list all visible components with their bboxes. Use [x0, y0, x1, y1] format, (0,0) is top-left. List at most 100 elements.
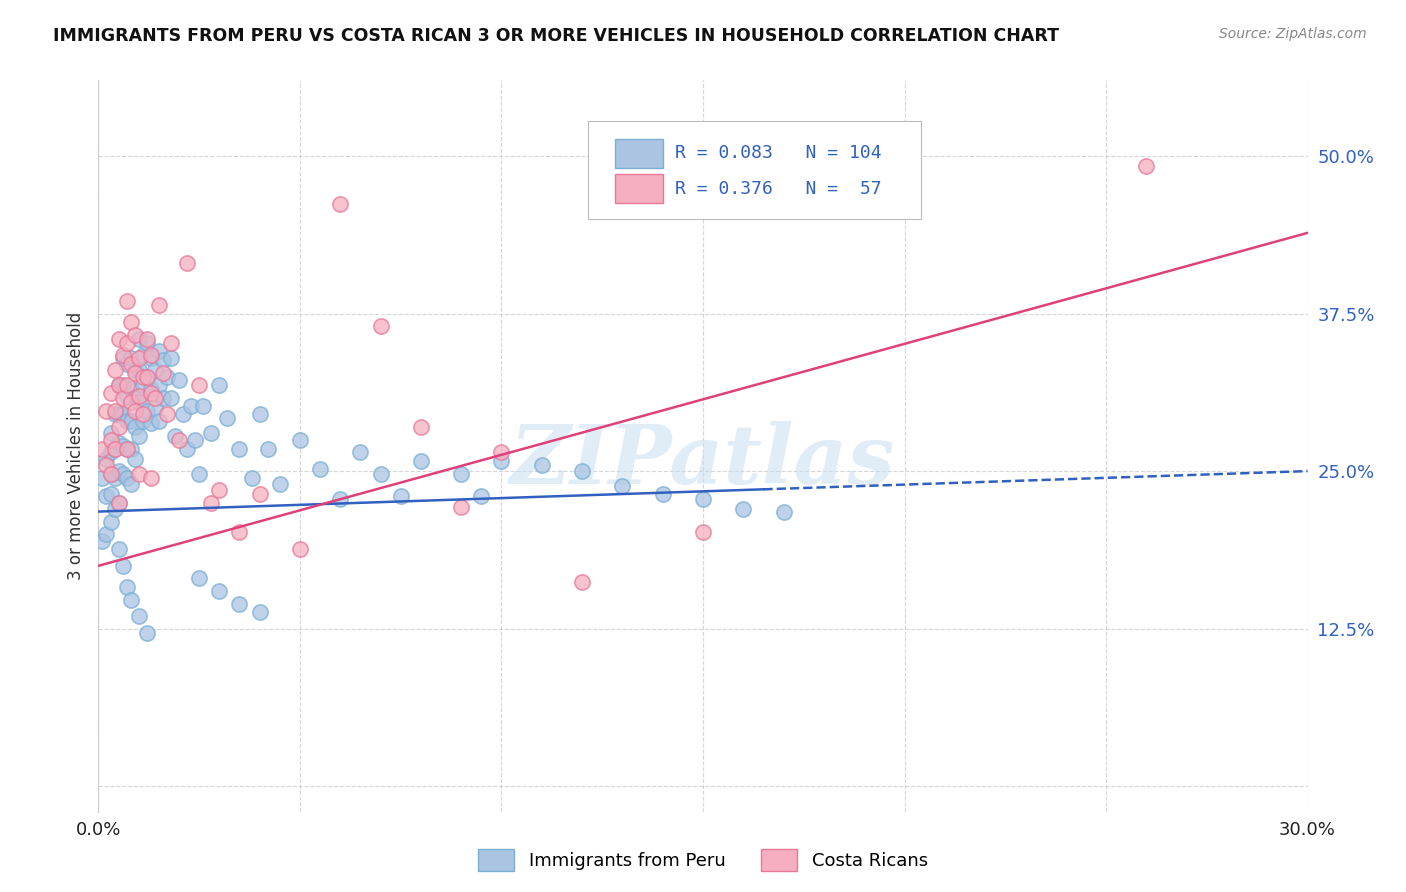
Point	[135, 403, 157, 417]
Point	[111, 391, 134, 405]
Point	[139, 386, 162, 401]
Point	[208, 378, 231, 392]
Point	[111, 558, 134, 573]
Point	[124, 328, 146, 343]
Point	[132, 378, 155, 392]
Point	[103, 403, 125, 417]
Point	[111, 467, 134, 481]
Point	[107, 378, 129, 392]
Point	[370, 467, 392, 481]
Point	[124, 451, 146, 466]
Point	[200, 426, 222, 441]
Point	[103, 442, 125, 456]
Point	[163, 429, 186, 443]
Point	[217, 411, 239, 425]
Point	[1135, 159, 1157, 173]
Point	[120, 395, 142, 409]
Legend: Immigrants from Peru, Costa Ricans: Immigrants from Peru, Costa Ricans	[471, 842, 935, 879]
Point	[115, 388, 138, 402]
Point	[124, 391, 146, 405]
Point	[91, 533, 114, 548]
Point	[571, 575, 593, 590]
Point	[115, 442, 138, 456]
Point	[111, 378, 134, 392]
Point	[139, 351, 162, 365]
Point	[103, 502, 125, 516]
Point	[132, 348, 155, 362]
Point	[91, 470, 114, 484]
Point	[156, 408, 179, 422]
Point	[107, 436, 129, 450]
Point	[329, 491, 352, 506]
Point	[240, 470, 263, 484]
Point	[103, 442, 125, 456]
Point	[692, 491, 714, 506]
Point	[188, 571, 211, 585]
Point	[120, 592, 142, 607]
Point	[172, 408, 194, 422]
Text: R = 0.376   N =  57: R = 0.376 N = 57	[675, 179, 882, 197]
Point	[409, 420, 432, 434]
Point	[256, 442, 278, 456]
Point	[96, 451, 118, 466]
Point	[111, 348, 134, 362]
Point	[148, 344, 170, 359]
Text: IMMIGRANTS FROM PERU VS COSTA RICAN 3 OR MORE VEHICLES IN HOUSEHOLD CORRELATION : IMMIGRANTS FROM PERU VS COSTA RICAN 3 OR…	[53, 27, 1060, 45]
Point	[96, 458, 118, 472]
Point	[128, 332, 150, 346]
Point	[329, 197, 352, 211]
Point	[167, 433, 190, 447]
Point	[107, 408, 129, 422]
Point	[100, 467, 122, 481]
Point	[148, 378, 170, 392]
Bar	[614, 139, 664, 168]
Point	[128, 388, 150, 402]
Point	[96, 490, 118, 504]
Point	[124, 366, 146, 380]
Point	[103, 470, 125, 484]
Point	[100, 386, 122, 401]
Point	[167, 373, 190, 387]
Point	[107, 464, 129, 478]
Point	[409, 454, 432, 468]
Point	[491, 445, 513, 459]
Point	[128, 363, 150, 377]
Y-axis label: 3 or more Vehicles in Household: 3 or more Vehicles in Household	[66, 312, 84, 580]
FancyBboxPatch shape	[588, 120, 921, 219]
Point	[148, 414, 170, 428]
Bar	[614, 174, 664, 203]
Point	[107, 542, 129, 557]
Point	[115, 378, 138, 392]
Point	[139, 348, 162, 362]
Point	[491, 454, 513, 468]
Point	[128, 395, 150, 409]
Point	[139, 470, 162, 484]
Point	[143, 401, 166, 416]
Point	[100, 467, 122, 481]
Point	[269, 476, 291, 491]
Point	[370, 319, 392, 334]
Point	[208, 584, 231, 599]
Point	[96, 527, 118, 541]
Point	[450, 500, 472, 514]
Point	[309, 461, 332, 475]
Point	[100, 445, 122, 459]
Point	[249, 487, 271, 501]
Point	[188, 378, 211, 392]
Point	[152, 366, 174, 380]
Point	[160, 391, 183, 405]
Point	[111, 351, 134, 365]
Point	[128, 609, 150, 624]
Point	[107, 378, 129, 392]
Text: Source: ZipAtlas.com: Source: ZipAtlas.com	[1219, 27, 1367, 41]
Point	[120, 476, 142, 491]
Point	[733, 502, 755, 516]
Point	[100, 433, 122, 447]
Point	[612, 479, 634, 493]
Point	[132, 408, 155, 422]
Point	[135, 369, 157, 384]
Point	[132, 369, 155, 384]
Point	[124, 403, 146, 417]
Point	[100, 515, 122, 529]
Point	[135, 625, 157, 640]
